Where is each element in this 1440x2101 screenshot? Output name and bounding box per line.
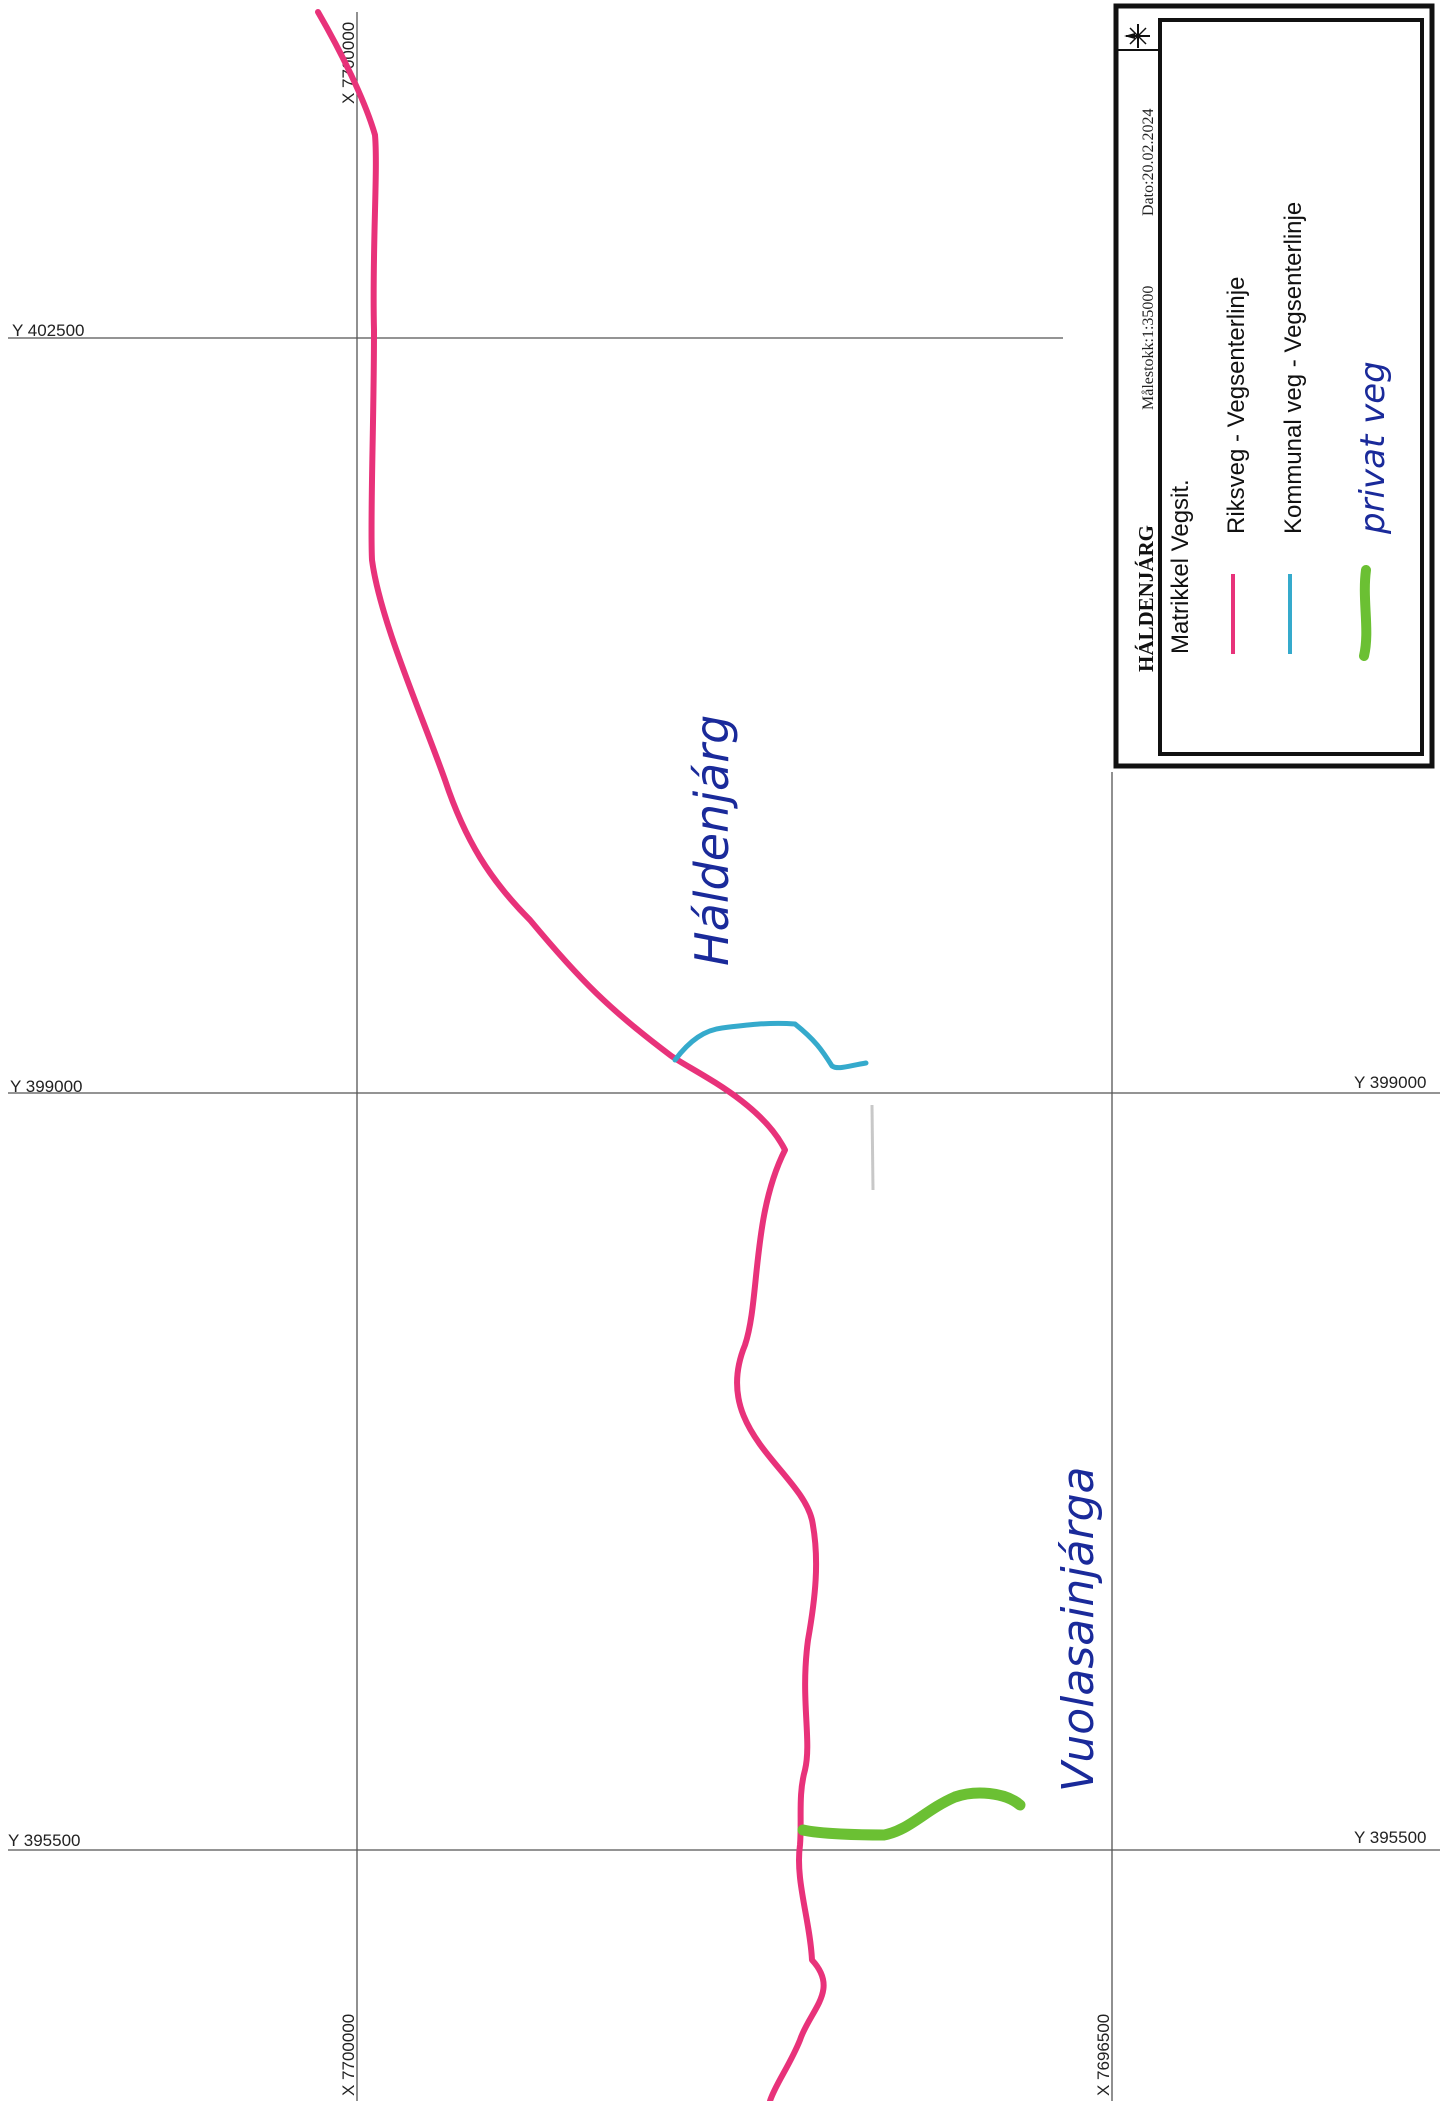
grid-label-y-402500: Y 402500 [12, 321, 84, 340]
kommunal-veg-road [672, 1020, 869, 1071]
grid-label-x-7700000-bottom: X 7700000 [339, 2014, 358, 2096]
scan-mark [870, 1104, 875, 1191]
grid-label-y-395500-right: Y 395500 [1354, 1828, 1426, 1847]
legend-title: HÁLDENJÁRG [1134, 525, 1158, 672]
legend-subtitle: Matrikkel Vegsit. [1167, 479, 1194, 654]
legend-label-privat: privat veg [1353, 361, 1393, 535]
legend-date: Dato:20.02.2024 [1140, 108, 1157, 216]
privat-veg-road [797, 1787, 1026, 1841]
roads [315, 9, 1026, 2101]
place-name-vuolasainjarga: Vuolasainjárga [1053, 1467, 1104, 1793]
legend-scale: Målestokk:1:35000 [1140, 286, 1157, 410]
legend-swatch-privat [1359, 565, 1372, 661]
riksveg-road [315, 9, 827, 2101]
legend-label-kommunal: Kommunal veg - Vegsenterlinje [1280, 202, 1307, 534]
grid-label-x-7696500-bottom: X 7696500 [1094, 2014, 1113, 2096]
grid-lines [8, 12, 1440, 2101]
north-arrow-icon [1124, 24, 1150, 48]
legend-label-riksveg: Riksveg - Vegsenterlinje [1223, 277, 1250, 534]
grid-label-y-395500-left: Y 395500 [8, 1831, 80, 1850]
grid-label-y-399000-right: Y 399000 [1354, 1073, 1426, 1092]
legend-box: HÁLDENJÁRG Målestokk:1:35000 Dato:20.02.… [1113, 3, 1435, 769]
place-name-haldenjarg: Háldenjárg [685, 715, 739, 966]
grid-label-y-399000-left: Y 399000 [10, 1077, 82, 1096]
